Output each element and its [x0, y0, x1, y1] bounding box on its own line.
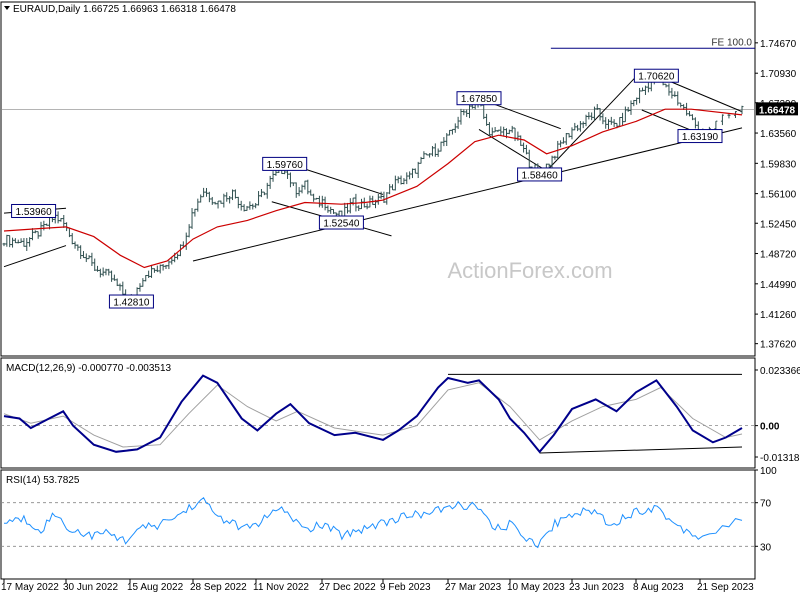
x-tick-label: 30 Jun 2022: [63, 582, 118, 593]
price-y-tick-label: 1.37620: [760, 340, 797, 351]
moving-average-line: [3, 108, 743, 269]
price-annotation: 1.59760: [262, 156, 308, 171]
price-trendline: [660, 77, 743, 113]
price-trendline: [478, 129, 547, 172]
watermark-text: ActionForex.com: [447, 258, 612, 283]
price-annotation: 1.67850: [456, 91, 502, 106]
x-tick-label: 27 Mar 2023: [445, 582, 502, 593]
rsi-panel-frame: [0, 469, 756, 580]
price-y-tick-label: 1.74670: [760, 39, 797, 50]
price-y-tick-label: 1.63560: [760, 129, 797, 140]
price-y-tick-label: 1.59830: [760, 159, 797, 170]
price-y-tick-label: 1.44990: [760, 280, 797, 291]
x-tick-label: 21 Sep 2023: [697, 582, 754, 593]
rsi-y-tick-label: 100: [760, 466, 777, 477]
price-annotation: 1.42810: [108, 294, 154, 309]
x-tick-label: 8 Aug 2023: [633, 582, 684, 593]
annotation-box: [517, 167, 563, 182]
rsi-y-tick-label: 30: [760, 542, 772, 553]
x-tick-label: 11 Nov 2022: [253, 582, 309, 593]
price-annotation: 1.53960: [11, 203, 57, 218]
x-tick-label: 15 Aug 2022: [127, 582, 184, 593]
price-annotation: 1.58460: [517, 167, 563, 182]
price-trendline: [192, 127, 743, 262]
annotation-label: 1.42810: [113, 298, 150, 309]
annotation-label: 1.70620: [638, 72, 675, 83]
macd-y-tick-label: -0.013186: [760, 453, 800, 464]
x-tick-label: 10 May 2023: [507, 582, 565, 593]
price-y-tick-label: 1.70930: [760, 69, 797, 80]
price-annotation: 1.70620: [633, 68, 679, 83]
price-y-tick-label: 1.56100: [760, 190, 797, 201]
annotation-label: 1.67850: [461, 94, 498, 105]
price-annotation: 1.63190: [677, 129, 723, 144]
annotation-label: 1.59760: [267, 160, 304, 171]
x-tick-label: 27 Dec 2022: [319, 582, 376, 593]
annotation-label: 1.52540: [323, 219, 360, 230]
price-y-tick-label: 1.48720: [760, 250, 797, 261]
annotation-box: [108, 294, 154, 309]
annotation-label: 1.63190: [682, 132, 719, 143]
x-tick-label: 9 Feb 2023: [380, 582, 431, 593]
price-y-tick-label: 1.52450: [760, 219, 797, 230]
annotation-box: [262, 156, 308, 171]
annotation-box: [11, 203, 57, 218]
annotation-box: [677, 129, 723, 144]
price-trendline: [3, 245, 67, 268]
macd-signal-line: [3, 382, 743, 448]
last-price-label: 1.66478: [759, 105, 796, 116]
macd-line: [3, 374, 743, 454]
rsi-line: [3, 497, 743, 549]
annotation-label: 1.53960: [16, 207, 53, 218]
price-trendline: [546, 76, 637, 172]
price-y-tick-label: 1.41260: [760, 310, 797, 321]
rsi-y-tick-label: 70: [760, 499, 772, 510]
fe-label: FE 100.0: [711, 37, 752, 48]
macd-header: MACD(12,26,9) -0.000770 -0.003513: [6, 363, 172, 374]
x-tick-label: 23 Jun 2023: [569, 582, 624, 593]
annotation-box: [633, 68, 679, 83]
annotation-box: [456, 91, 502, 106]
annotation-label: 1.58460: [522, 170, 559, 181]
dropdown-arrow-icon: [4, 6, 10, 10]
annotation-box: [318, 215, 364, 230]
rsi-header: RSI(14) 53.7825: [6, 475, 80, 486]
last-price-tag: [756, 102, 798, 116]
price-header: EURAUD,Daily 1.66725 1.66963 1.66318 1.6…: [13, 4, 236, 15]
price-panel-frame: [0, 1, 756, 357]
macd-panel-frame: [0, 357, 756, 469]
macd-y-tick-label: 0.023366: [760, 366, 800, 377]
x-tick-label: 28 Sep 2022: [190, 582, 247, 593]
x-tick-label: 17 May 2022: [1, 582, 59, 593]
macd-y-tick-label: 0.00: [760, 422, 780, 433]
macd-trendline: [539, 446, 743, 454]
price-annotation: 1.52540: [318, 215, 364, 230]
